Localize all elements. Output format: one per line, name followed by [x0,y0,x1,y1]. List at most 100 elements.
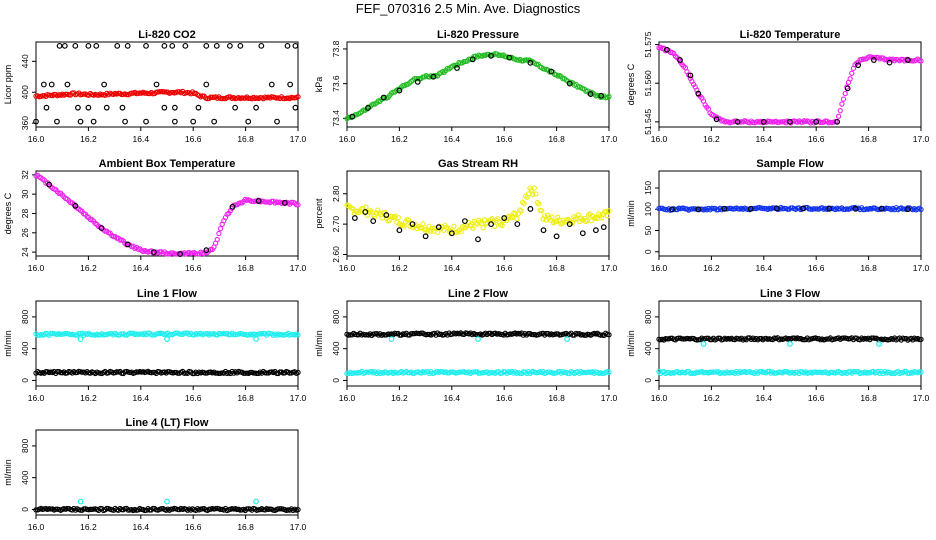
y-tick-label: 400 [20,341,30,355]
data-point [876,340,882,347]
data-point [840,96,847,102]
data-point [85,42,92,49]
series-flow-low [656,368,924,377]
data-point [54,118,60,125]
data-point [458,229,464,235]
data-point [506,54,513,61]
data-point [98,225,105,231]
data-point [451,223,457,229]
y-tick-label: 24 [20,247,30,257]
data-point [414,78,421,85]
plot-frame [658,41,922,128]
x-tick-label: 16.0 [339,393,356,403]
data-point [33,118,39,125]
data-point [161,104,168,111]
chart-line4: Line 4 (LT) Flow ml/min 16.0 16.2 16.4 16.6 16… [3,417,307,532]
data-point [448,230,455,237]
data-point [216,230,222,237]
data-point [514,216,520,222]
data-point [177,251,184,257]
y-tick-label: 400 [20,470,30,484]
data-point [566,221,573,228]
data-point [480,225,486,231]
data-point [667,335,674,341]
x-tick-label: 16.8 [548,263,565,273]
data-point [604,213,611,219]
data-point [122,118,128,125]
y-tick-label: 800 [20,439,30,453]
x-tick-label: 17.0 [601,263,618,273]
x-tick-label: 16.2 [703,393,720,403]
x-tick-label: 16.4 [756,393,773,403]
series-temperature [33,172,301,257]
series-averages [351,206,607,243]
x-tick-label: 16.2 [391,134,408,144]
data-point [253,498,259,505]
data-point [396,87,403,94]
plot-frame [35,41,299,128]
data-point [424,228,431,234]
y-tick-label: 400 [20,85,30,99]
x-tick-label: 16.6 [808,263,825,273]
data-point [527,206,534,212]
y-tick-label: 2.80 [331,185,341,202]
y-tick-label: 30 [20,189,30,199]
data-point [548,68,555,75]
data-point [475,336,481,343]
y-tick-label: 100 [643,202,653,216]
chart-title: Ambient Box Temperature [99,158,236,170]
data-point [540,227,547,234]
x-tick-label: 16.0 [28,263,45,273]
data-point [870,57,877,63]
data-point [203,247,210,254]
data-point [226,42,233,49]
x-tick-label: 16.2 [703,134,720,144]
data-point [48,81,55,88]
x-tick-label: 16.0 [651,393,668,403]
data-point [258,42,265,49]
data-point [93,42,100,49]
data-point [64,81,71,88]
data-point [734,118,741,125]
data-point [549,214,555,220]
data-point [813,118,820,125]
data-point [213,42,220,49]
data-point [277,369,283,375]
data-point [587,91,594,97]
data-point [721,205,728,212]
plot-frame [35,300,299,387]
y-tick-label: 32 [20,170,30,180]
data-point [835,113,842,119]
series-rh [344,185,612,237]
data-point [488,221,495,228]
data-point [530,191,536,198]
data-point [208,94,214,100]
data-point [523,57,530,63]
data-point [710,369,717,375]
data-point [253,104,259,111]
x-tick-label: 16.0 [339,134,356,144]
data-point [440,227,447,233]
data-point [295,94,301,100]
data-point [528,331,535,338]
data-point [142,90,148,96]
data-point [85,104,92,111]
data-point [405,217,412,223]
data-point [48,330,54,337]
chart-title: Line 2 Flow [448,288,508,300]
data-point [203,81,210,88]
y-tick-label: 26 [20,228,30,238]
x-tick-label: 16.8 [237,522,254,532]
data-point [171,369,178,376]
y-tick-label: 28 [20,209,30,219]
data-point [119,104,126,111]
data-point [577,218,583,225]
x-tick-label: 16.4 [133,393,150,403]
x-tick-label: 16.8 [548,393,565,403]
plot-frame [346,41,610,128]
chart-rh: Gas Stream RH percent 16.0 16.2 16.4 16.6 16.8… [314,158,618,273]
x-tick-label: 16.8 [237,134,254,144]
data-point [606,208,612,214]
y-tick-label: 800 [20,310,30,324]
data-point [72,42,79,49]
